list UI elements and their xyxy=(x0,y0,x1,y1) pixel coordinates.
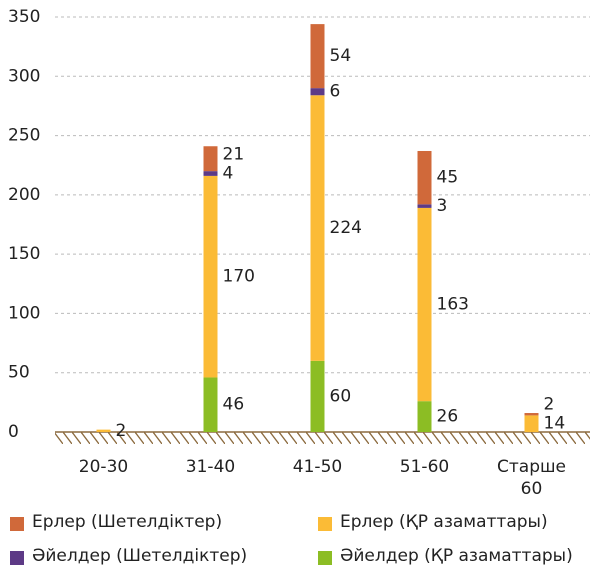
legend-swatch xyxy=(318,551,332,565)
data-label: 54 xyxy=(330,46,352,66)
legend-label: Ерлер (ҚР азаматтары) xyxy=(340,512,548,532)
bar-segment xyxy=(310,95,325,361)
y-tick-label: 200 xyxy=(8,185,40,205)
bar-segment xyxy=(310,24,325,89)
bar-segment xyxy=(203,171,218,176)
x-tick-label: Старше 60 xyxy=(497,457,566,499)
data-label: 46 xyxy=(223,395,245,415)
data-label: 3 xyxy=(437,196,448,216)
x-tick-label: 20-30 xyxy=(78,457,129,477)
bar-segment xyxy=(310,360,325,432)
data-label: 2 xyxy=(116,421,127,441)
y-tick-label: 350 xyxy=(8,7,40,27)
bar-segment xyxy=(417,401,432,432)
y-tick-label: 100 xyxy=(8,303,40,323)
bar-segment xyxy=(96,429,111,432)
data-label: 60 xyxy=(330,386,352,406)
x-tick-label: 31-40 xyxy=(185,457,236,477)
legend-label: Әйелдер (Шетелдіктер) xyxy=(32,546,248,566)
data-label: 14 xyxy=(544,414,566,434)
bar-segment xyxy=(524,415,539,432)
y-tick-label: 0 xyxy=(8,422,19,442)
baseline-hatch xyxy=(55,432,590,444)
data-label: 224 xyxy=(330,218,362,238)
data-label: 26 xyxy=(437,407,459,427)
data-label: 2 xyxy=(544,395,555,415)
data-label: 6 xyxy=(330,82,341,102)
legend-swatch xyxy=(318,517,332,531)
bar-segment xyxy=(310,88,325,96)
x-tick-label: 51-60 xyxy=(399,457,450,477)
legend-swatch xyxy=(10,551,24,565)
bar-segment xyxy=(417,150,432,205)
legend-label: Әйелдер (ҚР азаматтары) xyxy=(340,546,573,566)
data-label: 170 xyxy=(223,267,255,287)
bar-segment xyxy=(203,146,218,172)
y-tick-label: 250 xyxy=(8,126,40,146)
y-tick-label: 150 xyxy=(8,244,40,264)
bar-segment xyxy=(203,175,218,378)
bar-segment xyxy=(417,207,432,402)
bar-segment xyxy=(417,204,432,208)
bar-segment xyxy=(524,413,539,416)
legend-swatch xyxy=(10,517,24,531)
y-tick-label: 300 xyxy=(8,66,40,86)
bar-segment xyxy=(203,377,218,432)
data-label: 4 xyxy=(223,164,234,184)
x-tick-label: 41-50 xyxy=(292,457,343,477)
y-tick-label: 50 xyxy=(8,363,30,383)
legend-label: Ерлер (Шетелдіктер) xyxy=(32,512,223,532)
data-label: 163 xyxy=(437,295,469,315)
data-label: 45 xyxy=(437,168,459,188)
data-label: 21 xyxy=(223,145,245,165)
